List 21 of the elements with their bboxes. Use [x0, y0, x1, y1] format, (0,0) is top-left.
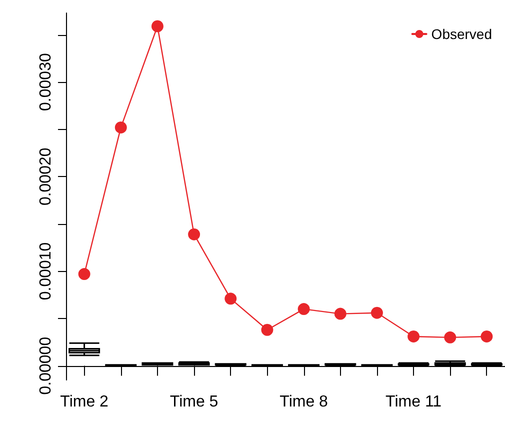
point — [298, 303, 310, 316]
point — [78, 268, 90, 280]
x-tick-label: Time 11 — [386, 394, 442, 410]
point — [188, 228, 200, 240]
x-tick-label: Time 5 — [170, 394, 218, 410]
point — [334, 308, 346, 320]
point — [408, 330, 420, 342]
y-tick-label: 0.00000 — [38, 336, 54, 395]
point — [370, 306, 383, 319]
x-tick-label: Time 8 — [280, 394, 328, 410]
point — [480, 330, 493, 342]
point — [114, 121, 127, 134]
x-tick-label: Time 2 — [60, 394, 109, 410]
y-tick-label: 0.00020 — [38, 148, 54, 206]
point — [444, 331, 456, 344]
y-tick-label: 0.00030 — [38, 53, 54, 111]
legend-label: Observed — [431, 26, 492, 42]
point — [224, 292, 237, 305]
y-tick-label: 0.00010 — [38, 242, 54, 300]
point — [261, 324, 274, 336]
point — [151, 20, 164, 32]
